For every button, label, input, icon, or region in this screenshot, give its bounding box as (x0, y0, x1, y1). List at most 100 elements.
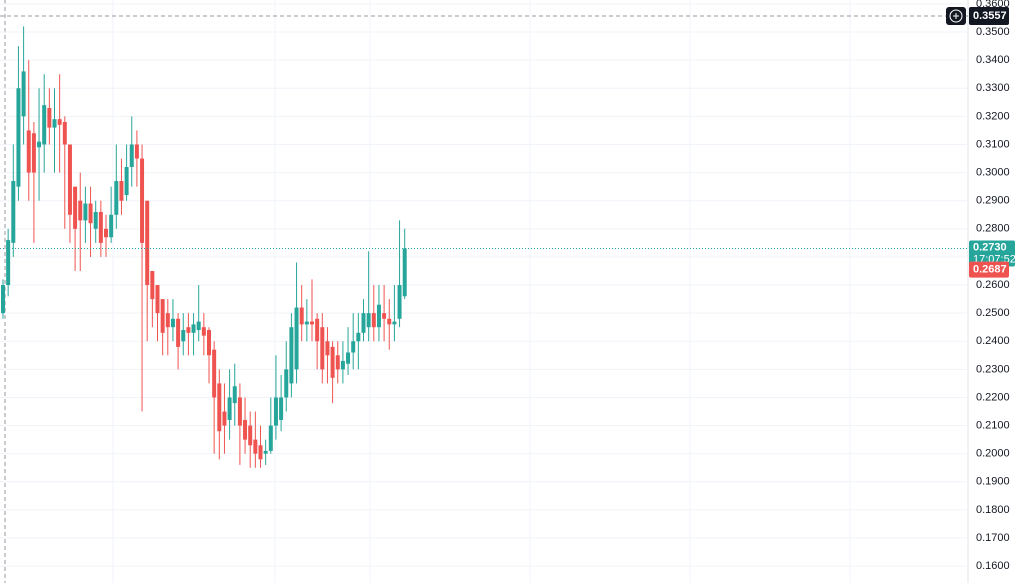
candle-body (119, 181, 124, 201)
candle-body (371, 313, 376, 328)
candle-body (335, 355, 340, 370)
candle-body (351, 341, 356, 353)
last-price-badge (969, 240, 1015, 267)
candle-body (248, 425, 253, 446)
candle-body (402, 248, 407, 297)
candle-body (366, 313, 371, 328)
candle-body (52, 119, 57, 128)
candle-body (11, 181, 16, 243)
y-tick-label: 0.3500 (976, 26, 1010, 38)
candle-body (253, 439, 258, 454)
candle-body (129, 144, 134, 167)
candle-body (320, 327, 325, 370)
y-tick-label: 0.2600 (976, 279, 1010, 291)
candle-body (356, 332, 361, 342)
candle-body (150, 270, 155, 300)
candle-body (93, 211, 98, 229)
candle-body (62, 121, 67, 145)
candle-body (217, 383, 222, 432)
candle-body (26, 130, 31, 173)
candle-body (304, 321, 309, 325)
prev-price-label: 0.2687 (973, 263, 1007, 275)
candle-body (109, 214, 114, 238)
y-tick-label: 0.1800 (976, 504, 1010, 516)
candle-body (263, 450, 268, 454)
candle-body (268, 425, 273, 451)
candle-body (134, 144, 139, 159)
candle-body (376, 304, 381, 328)
y-tick-label: 0.1900 (976, 476, 1010, 488)
candle-body (31, 133, 36, 173)
y-tick-label: 0.2800 (976, 223, 1010, 235)
candle-body (37, 141, 42, 148)
y-tick-label: 0.1600 (976, 560, 1010, 572)
candle-body (315, 318, 320, 342)
candle-body (124, 166, 129, 196)
candle-body (57, 119, 62, 125)
y-tick-label: 0.2900 (976, 195, 1010, 207)
candle-body (165, 313, 170, 328)
candle-body (114, 181, 119, 215)
crosshair-label: 0.3557 (973, 10, 1007, 22)
candle-body (284, 369, 289, 398)
y-tick-label: 0.2000 (976, 448, 1010, 460)
candle-body (397, 285, 402, 319)
candle-body (361, 313, 366, 333)
candle-body (207, 330, 211, 356)
candle-body (212, 349, 217, 398)
candle-body (42, 105, 47, 145)
candle-body (294, 307, 299, 370)
add-alert-plus (953, 13, 959, 20)
prev-price-badge (969, 261, 1009, 278)
candle-body (1, 285, 5, 314)
candle-body (289, 327, 294, 384)
candle-body (170, 318, 175, 328)
candle-body (325, 341, 330, 356)
y-tick-label: 0.3300 (976, 82, 1010, 94)
y-tick-label: 0.1700 (976, 532, 1010, 544)
candle-body (21, 71, 26, 117)
candle-body (98, 211, 103, 243)
y-tick-label: 0.3000 (976, 167, 1010, 179)
candle-body (227, 397, 232, 420)
crosshair-badge (969, 7, 1009, 26)
candle-body (382, 313, 387, 319)
candle-body (232, 386, 237, 404)
candle-body (243, 419, 248, 440)
candle-body (88, 203, 93, 224)
candle-body (330, 346, 335, 378)
candle-body (310, 321, 314, 325)
candle-body (16, 88, 21, 187)
y-tick-label: 0.3600 (976, 0, 1010, 10)
candle-body (196, 321, 201, 331)
y-tick-label: 0.2500 (976, 307, 1010, 319)
candle-body (83, 203, 88, 221)
candle-body (6, 240, 11, 286)
candle-body (47, 107, 52, 128)
candle-body (340, 360, 345, 370)
y-tick-label: 0.2300 (976, 363, 1010, 375)
y-tick-label: 0.3400 (976, 54, 1010, 66)
candle-body (273, 397, 278, 426)
add-alert-icon (949, 9, 963, 23)
last-price-label: 0.2730 (973, 241, 1007, 253)
candle-body (104, 228, 108, 238)
candle-body (155, 285, 160, 314)
candle-body (279, 397, 284, 420)
candle-body (258, 445, 263, 460)
y-tick-label: 0.3100 (976, 138, 1010, 150)
candle-body (181, 330, 186, 342)
candle-body (186, 327, 191, 333)
y-tick-label: 0.2200 (976, 391, 1010, 403)
y-tick-label: 0.3200 (976, 110, 1010, 122)
time-grid (112, 0, 851, 583)
candle-body (392, 321, 397, 325)
candle-body (145, 200, 150, 286)
y-tick-label: 0.2100 (976, 419, 1010, 431)
y-tick-label: 0.2400 (976, 335, 1010, 347)
candle-body (160, 299, 165, 333)
candle-body (67, 144, 72, 215)
